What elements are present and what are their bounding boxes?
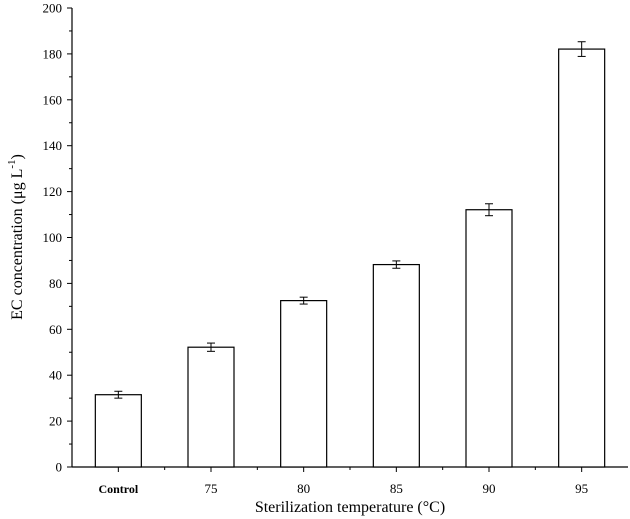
plot-frame — [71, 8, 628, 468]
x-tick-label: 85 — [390, 481, 403, 496]
y-tick-label: 200 — [43, 1, 63, 16]
y-tick-label: 180 — [43, 46, 63, 61]
bar-95 — [558, 48, 606, 468]
x-tick-label: 75 — [205, 481, 218, 496]
bar-85 — [372, 263, 420, 468]
y-axis-label-close: ) — [9, 154, 26, 159]
error-bar-Control — [114, 390, 123, 399]
y-tick-label: 20 — [49, 414, 62, 429]
x-tick-label: 80 — [297, 481, 310, 496]
x-tick-label: Control — [98, 482, 138, 496]
x-tick-label: 90 — [483, 481, 496, 496]
y-tick-label: 160 — [43, 92, 63, 107]
y-axis-label: EC concentration (μg L-1) — [6, 154, 26, 320]
y-axis-ticks: 0 20 40 60 80 100 120 140 160 180 200 — [43, 1, 72, 475]
error-bars-layer — [114, 41, 586, 399]
error-bar-75 — [207, 342, 215, 352]
y-tick-label: 140 — [43, 138, 63, 153]
error-bar-95 — [577, 41, 586, 57]
bar-75 — [187, 346, 235, 468]
bars-layer — [94, 48, 606, 468]
y-tick-label: 100 — [43, 230, 63, 245]
error-bar-85 — [392, 260, 401, 269]
x-axis-ticks: Control 75 80 85 90 95 — [98, 467, 588, 496]
error-bar-80 — [299, 296, 308, 305]
y-axis-label-superscript: -1 — [6, 159, 18, 168]
x-tick-label: 95 — [575, 481, 588, 496]
y-tick-label: 120 — [43, 184, 63, 199]
y-tick-label: 80 — [49, 276, 62, 291]
bar-Control — [94, 394, 142, 468]
y-axis-label-main: EC concentration (μg L — [9, 169, 26, 320]
y-tick-label: 0 — [56, 460, 63, 475]
y-tick-label: 40 — [49, 368, 62, 383]
bar-90 — [465, 209, 513, 468]
bar-80 — [280, 300, 328, 468]
y-tick-label: 60 — [49, 322, 62, 337]
error-bar-90 — [485, 203, 493, 217]
x-axis-label: Sterilization temperature (°C) — [255, 499, 445, 516]
